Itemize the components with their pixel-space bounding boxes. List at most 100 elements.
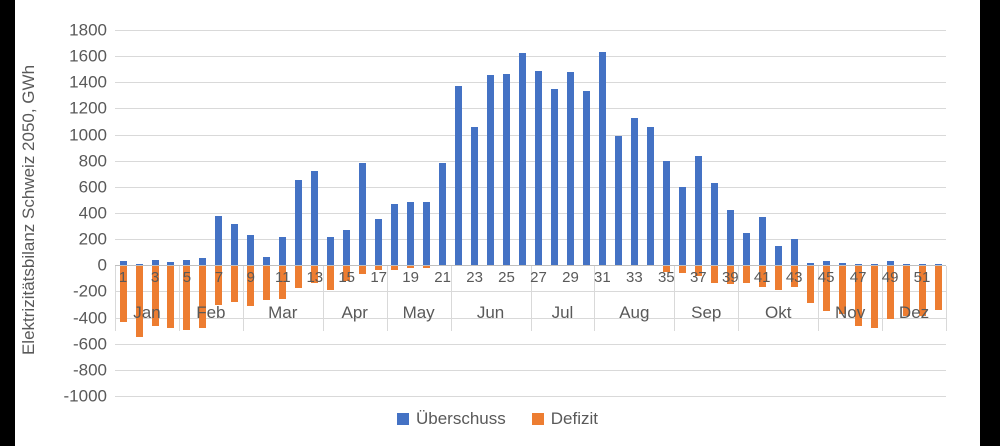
bar-week-13-surplus [311, 171, 319, 266]
bar-week-17-deficit [375, 266, 383, 270]
y-tick-label: -1000 [63, 386, 107, 406]
bar-week-5-surplus [183, 260, 191, 266]
bar-week-40-deficit [742, 266, 750, 284]
bar-week-20-surplus [423, 201, 431, 266]
bar-week-7-deficit [215, 266, 223, 306]
gridline [115, 369, 946, 371]
gridline [115, 343, 946, 345]
x-tick-label-week-31: 31 [594, 269, 611, 287]
bar-week-1-deficit [119, 266, 127, 323]
legend-item-defizit: Defizit [531, 409, 598, 428]
gridline [115, 160, 946, 162]
gridline [115, 213, 946, 214]
bar-week-11-deficit [279, 266, 287, 299]
bar-week-32-surplus [614, 135, 622, 266]
bar-week-51-deficit [918, 266, 926, 316]
month-separator [115, 266, 116, 332]
bar-week-42-surplus [774, 245, 782, 266]
bar-week-44-surplus [806, 262, 814, 266]
x-tick-label-week-15: 15 [338, 269, 356, 287]
bar-week-29-surplus [567, 71, 574, 266]
gridline [115, 82, 946, 84]
bar-week-23-surplus [471, 126, 479, 266]
bar-week-43-deficit [790, 266, 798, 287]
bar-week-38-deficit [710, 266, 718, 283]
bar-week-36-surplus [678, 186, 686, 266]
month-label-nov: Nov [835, 303, 866, 323]
x-tick-label-week-29: 29 [562, 269, 579, 287]
x-tick-label-week-51: 51 [913, 269, 931, 287]
y-tick-label: 1800 [69, 20, 107, 40]
bar-week-34-surplus [646, 126, 654, 266]
x-tick-label-week-9: 9 [246, 269, 255, 287]
bar-week-51-surplus [918, 264, 926, 266]
x-tick-label-week-19: 19 [402, 269, 419, 287]
month-label-dez: Dez [898, 303, 930, 323]
month-label-apr: Apr [341, 303, 368, 323]
bar-week-18-surplus [391, 203, 399, 266]
bar-week-50-surplus [902, 264, 910, 266]
bar-week-21-surplus [439, 163, 447, 266]
bar-week-14-surplus [327, 236, 335, 266]
month-separator [946, 266, 947, 332]
bar-week-6-surplus [199, 258, 207, 266]
bar-week-52-surplus [934, 264, 942, 266]
bar-week-15-surplus [343, 230, 351, 266]
month-label-mar: Mar [268, 303, 298, 323]
bar-week-35-surplus [662, 161, 670, 266]
x-tick-label-week-23: 23 [466, 269, 483, 287]
bar-week-3-deficit [151, 266, 159, 326]
x-tick-label-week-11: 11 [275, 269, 291, 287]
x-tick-label-week-1: 1 [118, 269, 128, 287]
bar-week-11-surplus [279, 236, 287, 266]
bar-week-10-deficit [263, 266, 271, 301]
bar-week-38-surplus [710, 182, 718, 266]
bar-week-41-surplus [758, 216, 766, 266]
gridline [115, 186, 946, 188]
bar-week-9-deficit [247, 266, 255, 307]
legend-item-ueberschuss: Überschuss [397, 410, 506, 427]
bar-week-42-deficit [774, 266, 782, 290]
month-separator [674, 266, 676, 332]
bar-week-19-deficit [407, 266, 415, 269]
bar-week-22-surplus [455, 86, 463, 266]
bar-week-39-surplus [726, 210, 734, 266]
bar-week-43-surplus [790, 239, 798, 266]
y-tick-label: 0 [97, 255, 107, 275]
month-label-may: May [402, 303, 435, 323]
bar-week-16-surplus [359, 162, 367, 266]
bar-week-33-surplus [630, 117, 638, 266]
bar-week-14-deficit [327, 266, 335, 291]
x-tick-label-week-3: 3 [150, 269, 160, 287]
bar-week-28-surplus [551, 88, 558, 266]
y-tick-label: 400 [78, 203, 107, 223]
x-tick-label-week-27: 27 [530, 269, 547, 287]
bar-week-31-surplus [598, 52, 606, 266]
y-tick-label: 600 [78, 177, 107, 197]
bar-week-25-surplus [503, 73, 510, 266]
gridline [115, 56, 946, 58]
y-tick-label: 1200 [69, 98, 107, 118]
x-tick-label-week-39: 39 [721, 269, 739, 287]
bar-week-7-surplus [215, 216, 223, 266]
bar-week-4-deficit [167, 266, 175, 329]
bar-week-27-surplus [535, 70, 542, 266]
month-label-jul: Jul [551, 303, 574, 323]
month-separator [386, 266, 388, 332]
gridline [115, 239, 946, 241]
y-tick-label: -400 [72, 308, 107, 328]
x-tick-label-week-49: 49 [881, 269, 899, 287]
month-separator [882, 266, 884, 332]
x-tick-label-week-45: 45 [817, 269, 835, 287]
month-label-okt: Okt [765, 303, 792, 323]
x-tick-label-week-35: 35 [657, 269, 675, 287]
bar-week-16-deficit [359, 266, 367, 275]
legend-label-ueberschuss: Überschuss [416, 409, 506, 428]
y-tick-label: 800 [78, 151, 107, 171]
bar-week-48-deficit [870, 266, 878, 328]
bar-week-3-surplus [151, 260, 159, 266]
bar-week-41-deficit [758, 266, 766, 287]
legend-label-defizit: Defizit [550, 409, 598, 428]
x-tick-label-week-33: 33 [626, 269, 643, 287]
